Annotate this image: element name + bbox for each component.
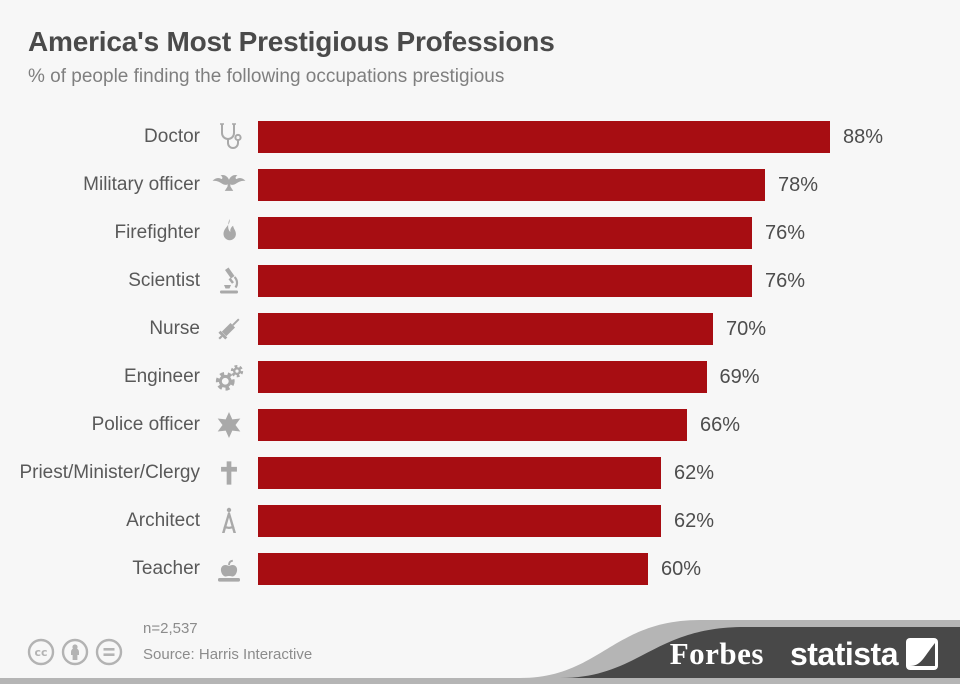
page-title: America's Most Prestigious Professions xyxy=(28,26,555,57)
chart-row: Engineer 69% xyxy=(0,353,960,401)
chart-row: Doctor 88% xyxy=(0,113,960,161)
header: America's Most Prestigious Professions %… xyxy=(0,0,960,88)
sheriff-star-icon xyxy=(200,410,258,440)
chart-row: Firefighter 76% xyxy=(0,209,960,257)
value-label: 78% xyxy=(778,173,819,196)
value-label: 66% xyxy=(700,413,741,436)
bar xyxy=(258,265,752,297)
svg-text:cc: cc xyxy=(34,646,47,659)
bar-chart: Doctor 88% Military officer xyxy=(0,113,960,593)
chart-row: Priest/Minister/Clergy 62% xyxy=(0,449,960,497)
statista-mark-icon xyxy=(906,638,938,670)
category-label: Military officer xyxy=(83,174,200,195)
category-label: Police officer xyxy=(91,414,200,435)
category-label: Firefighter xyxy=(114,222,200,243)
chart-row: Military officer 78% xyxy=(0,161,960,209)
bar xyxy=(258,361,707,393)
category-label: Engineer xyxy=(123,366,200,387)
bar xyxy=(258,121,830,153)
statista-logo: statista xyxy=(790,636,938,673)
value-label: 70% xyxy=(726,317,767,340)
flame-icon xyxy=(200,217,258,249)
value-label: 62% xyxy=(674,461,715,484)
apple-on-book-icon xyxy=(200,553,258,585)
gears-icon xyxy=(200,361,258,393)
license-badges: cc xyxy=(27,638,123,666)
category-label: Priest/Minister/Clergy xyxy=(19,462,200,483)
category-label: Teacher xyxy=(132,558,200,579)
statista-wordmark: statista xyxy=(789,635,899,672)
category-label: Nurse xyxy=(149,318,200,339)
chart-row: Nurse 70% xyxy=(0,305,960,353)
value-label: 88% xyxy=(843,125,884,148)
value-label: 62% xyxy=(674,509,715,532)
bar xyxy=(258,505,661,537)
brand-zone: Forbes statista xyxy=(660,630,960,678)
footnotes: n=2,537 Source: Harris Interactive xyxy=(143,616,312,668)
source-line: Source: Harris Interactive xyxy=(143,646,313,663)
chart-row: Scientist 76% xyxy=(0,257,960,305)
category-label: Architect xyxy=(126,510,200,531)
chart-row: Teacher 60% xyxy=(0,545,960,593)
bar xyxy=(258,217,752,249)
value-label: 76% xyxy=(765,269,806,292)
forbes-logo: Forbes xyxy=(669,636,764,671)
bar xyxy=(258,313,713,345)
page-subtitle: % of people finding the following occupa… xyxy=(28,66,505,87)
syringe-icon xyxy=(200,313,258,345)
sample-size: n=2,537 xyxy=(143,620,198,637)
chart-row: Police officer 66% xyxy=(0,401,960,449)
value-label: 76% xyxy=(765,221,806,244)
equals-icon[interactable] xyxy=(95,638,123,666)
category-label: Scientist xyxy=(128,270,200,291)
cc-icon[interactable]: cc xyxy=(27,638,55,666)
bar xyxy=(258,457,661,489)
drafting-compass-icon xyxy=(200,504,258,538)
stethoscope-icon xyxy=(200,120,258,154)
value-label: 60% xyxy=(661,557,702,580)
bar xyxy=(258,553,648,585)
microscope-icon xyxy=(200,264,258,298)
bottom-banner-art xyxy=(0,620,960,684)
category-label: Doctor xyxy=(144,126,200,147)
bar xyxy=(258,409,687,441)
attribution-icon[interactable] xyxy=(61,638,89,666)
bar xyxy=(258,169,765,201)
value-label: 69% xyxy=(719,365,760,388)
chart-row: Architect 62% xyxy=(0,497,960,545)
eagle-insignia-icon xyxy=(200,170,258,200)
cross-icon xyxy=(200,457,258,489)
